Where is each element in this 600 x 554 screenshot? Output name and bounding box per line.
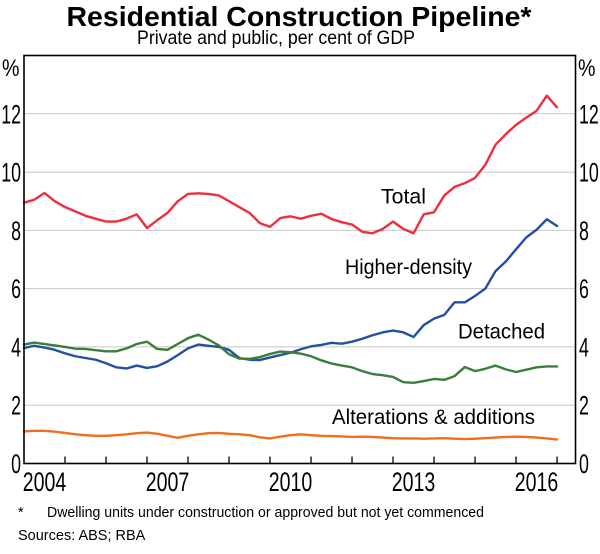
series-label-detached: Detached <box>458 321 545 344</box>
y-axis-unit-right: % <box>578 55 596 82</box>
series-line-detached <box>22 333 559 384</box>
y-axis-labels-left: 0 2 4 6 8 10 12 <box>1 99 21 479</box>
series-line-alterations-additions <box>22 429 559 441</box>
gridlines <box>24 113 576 406</box>
x-axis-label-2010: 2010 <box>269 467 313 497</box>
plot-frame <box>23 54 577 465</box>
y-axis-label-right-10: 10 <box>579 158 599 188</box>
x-axis-year-labels: 2004 2007 2010 2013 2016 <box>23 467 559 497</box>
sources-text: Sources: ABS; RBA <box>18 528 146 544</box>
x-axis-label-2016: 2016 <box>515 467 559 497</box>
series-label-higher-density: Higher-density <box>345 256 472 279</box>
y-axis-label-right-6: 6 <box>579 274 589 304</box>
y-axis-label-left-10: 10 <box>1 158 21 188</box>
series-label-alterations-additions: Alterations & additions <box>332 406 535 429</box>
chart-title: Residential Construction Pipeline* <box>67 1 532 32</box>
y-axis-label-left-6: 6 <box>11 274 21 304</box>
x-axis-label-2004: 2004 <box>23 467 67 497</box>
y-axis-label-right-0: 0 <box>579 449 589 479</box>
data-series-labels: Total Higher-density Detached Alterations &… <box>332 186 545 430</box>
x-axis-ticks <box>64 456 558 464</box>
y-axis-label-left-12: 12 <box>1 99 21 129</box>
series-line-higher-density <box>22 218 559 370</box>
footnote-marker: * <box>18 505 24 521</box>
y-axis-label-right-8: 8 <box>579 216 589 246</box>
y-axis-labels-right: 0 2 4 6 8 10 12 <box>579 99 599 479</box>
y-axis-label-left-4: 4 <box>11 332 21 362</box>
x-axis-label-2007: 2007 <box>146 467 190 497</box>
data-series-lines <box>22 94 559 441</box>
y-axis-label-left-8: 8 <box>11 216 21 246</box>
y-axis-label-left-0: 0 <box>11 449 21 479</box>
series-label-total: Total <box>381 186 426 209</box>
y-axis-unit-left: % <box>2 55 20 82</box>
footnote-text: Dwelling units under construction or app… <box>47 505 484 521</box>
chart-subtitle: Private and public, per cent of GDP <box>137 28 415 49</box>
series-line-total <box>22 94 559 235</box>
y-axis-label-right-12: 12 <box>579 99 599 129</box>
y-axis-label-right-4: 4 <box>579 332 589 362</box>
x-axis-label-2013: 2013 <box>392 467 436 497</box>
y-axis-label-left-2: 2 <box>11 391 21 421</box>
y-axis-label-right-2: 2 <box>579 391 589 421</box>
